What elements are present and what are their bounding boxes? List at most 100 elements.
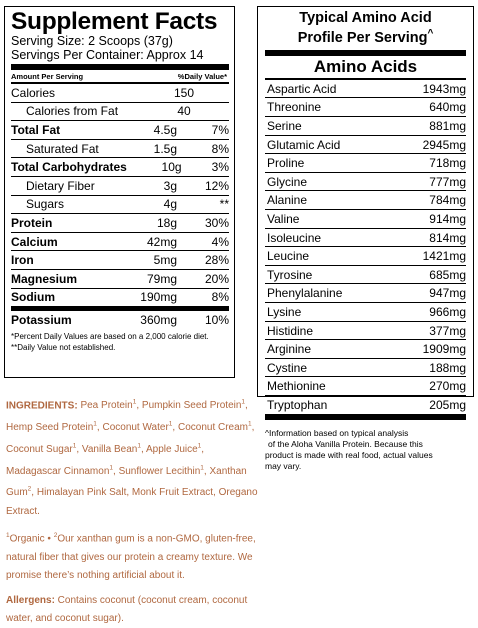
ingredients-label: INGREDIENTS: [6, 400, 78, 412]
facts-row-dv: ** [219, 197, 229, 212]
amino-name: Leucine [267, 249, 310, 264]
amino-value: 1909mg [422, 342, 466, 357]
ingredient-name: Coconut Water [102, 422, 169, 434]
ingredient-mark: 1 [241, 399, 246, 406]
ingredient-separator: , [31, 487, 37, 499]
ingredient-mark: 1 [197, 442, 202, 450]
amino-value: 1943mg [422, 81, 466, 96]
amino-value: 2945mg [422, 137, 466, 152]
amino-name: Proline [267, 156, 305, 171]
facts-row-amount: 1.5g [153, 141, 177, 156]
ingredient-name: Pea Protein [80, 400, 133, 412]
ingredients-list: Pea Protein1, Pumpkin Seed Protein1, Hem… [6, 399, 258, 517]
amino-row: Alanine 784mg [265, 191, 466, 210]
amino-note: ^Information based on typical analysis o… [265, 428, 466, 473]
amino-row: Valine 914mg [265, 210, 466, 229]
ingredient-name: Oregano Extract [6, 487, 258, 517]
ingredient-separator: , [213, 487, 219, 499]
amino-row: Glutamic Acid 2945mg [265, 136, 466, 155]
amino-name: Tyrosine [267, 267, 313, 282]
facts-row-dv: 12% [204, 178, 229, 193]
facts-row-label: Total Fat [11, 122, 61, 137]
facts-row-dv: 3% [211, 160, 229, 175]
allergens-label: Allergens: [6, 594, 55, 606]
facts-row-label: Total Carbohydrates [11, 160, 127, 175]
amino-name: Cystine [267, 360, 308, 375]
amino-name: Alanine [267, 193, 308, 208]
amino-name: Methionine [267, 379, 326, 394]
facts-rows: Calories 150 Calories from Fat 40 Total Fat 4… [11, 84, 229, 329]
amino-value: 188mg [429, 360, 466, 375]
amino-name: Arginine [267, 342, 312, 357]
facts-header-row: Amount Per Serving %Daily Value* [11, 70, 229, 84]
amino-row: Leucine 1421mg [265, 247, 466, 266]
facts-row-amount: 4g [163, 197, 177, 212]
amino-title-line1: Typical Amino Acid [299, 10, 432, 26]
facts-row-dv: 4% [211, 234, 229, 249]
ingredient-separator: , [245, 400, 248, 412]
facts-row-amount: 10g [161, 160, 182, 175]
amino-value: 205mg [429, 397, 466, 412]
facts-row-amount: 190mg [140, 290, 177, 305]
facts-row-amount: 4.5g [153, 122, 177, 137]
amino-row: Glycine 777mg [265, 173, 466, 192]
ingredient-separator: , [76, 443, 82, 455]
ingredient-separator: , [113, 465, 119, 477]
amino-acid-panel: Typical Amino Acid Profile Per Serving^ … [257, 6, 474, 471]
organic-paragraph: 1Organic • 2Our xanthan gum is a non-GMO… [6, 527, 261, 586]
amino-name: Histidine [267, 323, 314, 338]
ingredient-name: Hemp Seed Protein [6, 422, 94, 434]
ingredient-separator: , [172, 422, 178, 434]
facts-row: Potassium 360mg 10% [11, 311, 229, 329]
ingredient-name: Xanthan Gum [6, 465, 247, 499]
facts-row-label: Dietary Fiber [26, 178, 95, 193]
amino-note-line2: of the Aloha Vanilla Protein. Because th… [268, 438, 423, 449]
facts-row-label: Protein [11, 215, 53, 230]
amino-name: Isoleucine [267, 230, 322, 245]
ingredient-mark: 1 [248, 420, 252, 428]
amino-row: Tyrosine 685mg [265, 266, 466, 285]
facts-row: Sodium 190mg 8% [11, 289, 229, 312]
amino-row: Threonine 640mg [265, 98, 466, 118]
amino-rows: Aspartic Acid 1943mg Threonine 640mg Serine 8… [265, 80, 466, 420]
amino-name: Glycine [267, 174, 308, 189]
ingredient-name: Coconut Sugar [6, 443, 73, 455]
ingredient-name: Monk Fruit Extract [131, 487, 214, 499]
facts-row: Dietary Fiber 3g 12% [11, 177, 229, 196]
amino-value: 881mg [429, 119, 466, 134]
facts-row-label: Magnesium [11, 271, 78, 286]
amino-note-line4: may vary. [265, 461, 302, 472]
amino-name: Threonine [267, 100, 322, 115]
ingredient-name: Apple Juice [145, 443, 198, 455]
ingredient-name: Sunflower Lecithin [118, 465, 201, 477]
facts-row: Saturated Fat 1.5g 8% [11, 140, 229, 159]
footnote-not-established: **Daily Value not established. [11, 342, 116, 352]
ingredients-section: INGREDIENTS: Pea Protein 1, Pumpkin Seed … [6, 394, 261, 628]
amino-name: Lysine [267, 304, 302, 319]
amino-value: 1421mg [422, 249, 466, 264]
organic-note: Organic • [9, 533, 54, 545]
facts-row-label: Sugars [26, 197, 65, 212]
ingredient-mark: 1 [72, 442, 77, 450]
footnote-daily-values: *Percent Daily Values are based on a 2,0… [11, 331, 209, 341]
amino-row: Methionine 270mg [265, 377, 466, 396]
amino-row: Lysine 966mg [265, 303, 466, 322]
amino-acids-header: Amino Acids [265, 49, 466, 80]
amino-row: Histidine 377mg [265, 322, 466, 341]
ingredient-mark: 1 [93, 420, 97, 428]
facts-row-dv: 8% [211, 141, 229, 156]
amino-name: Glutamic Acid [267, 137, 341, 152]
amino-value: 947mg [429, 286, 466, 301]
ingredient-name: Pumpkin Seed Protein [141, 400, 242, 412]
ingredient-mark: 1 [168, 420, 173, 428]
ingredient-name: Madagascar Cinnamon [6, 465, 110, 477]
facts-row-dv: 8% [211, 290, 229, 305]
facts-row: Total Fat 4.5g 7% [11, 121, 229, 140]
facts-row: Sugars 4g ** [11, 196, 229, 215]
amino-value: 914mg [429, 211, 466, 226]
ingredient-name: Coconut Cream [177, 422, 249, 434]
ingredients-paragraph: INGREDIENTS: Pea Protein 1, Pumpkin Seed … [6, 394, 261, 521]
supplement-facts-panel: Supplement Facts Serving Size: 2 Scoops … [4, 6, 235, 378]
amino-value: 777mg [429, 174, 466, 189]
amino-row: Phenylalanine 947mg [265, 284, 466, 303]
